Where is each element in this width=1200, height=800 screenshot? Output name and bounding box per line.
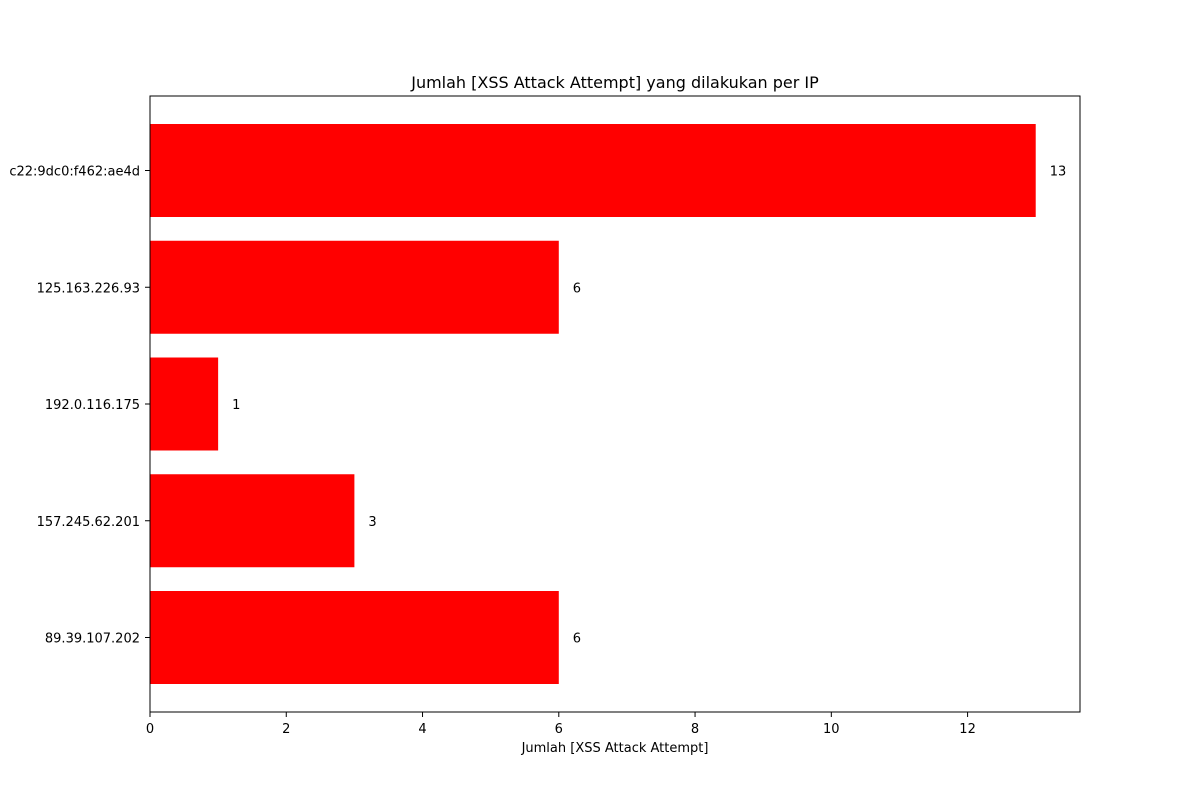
plot-frame [149,95,1081,713]
bar-3 [150,357,219,451]
bar-4 [150,474,355,568]
y-tick-label-4: 157.245.62.201 [37,515,140,530]
x-tick-label-3: 4 [418,722,426,737]
x-tick-label-6: 10 [823,722,840,737]
x-axis-label: Jumlah [XSS Attack Attempt] [521,741,709,756]
y-tick-labels-layer: c22:9dc0:f462:ae4d 125.163.226.93 192.0.11… [9,165,140,647]
data-label-3: 1 [232,398,240,413]
bar-2 [150,240,559,334]
bar-1 [150,124,1036,217]
x-tick-label-7: 12 [959,722,976,737]
x-tick-label-4: 6 [555,722,563,737]
bar-5 [150,591,559,684]
x-tick-label-1: 0 [146,722,154,737]
x-ticks-layer: 0 2 4 6 8 10 12 [146,712,976,737]
y-tick-label-1: c22:9dc0:f462:ae4d [9,165,140,180]
y-tick-label-2: 125.163.226.93 [37,281,140,296]
data-label-4: 3 [368,515,376,530]
x-tick-label-5: 8 [691,722,699,737]
bars-layer [150,124,1036,684]
data-label-2: 6 [573,281,581,296]
data-label-1: 13 [1050,165,1067,180]
y-tick-label-3: 192.0.116.175 [45,398,140,413]
chart-title: Jumlah [XSS Attack Attempt] yang dilakuk… [410,73,819,92]
y-tick-label-5: 89.39.107.202 [45,632,140,647]
x-tick-label-2: 2 [282,722,290,737]
y-ticks-layer [145,170,150,638]
data-label-5: 6 [573,632,581,647]
